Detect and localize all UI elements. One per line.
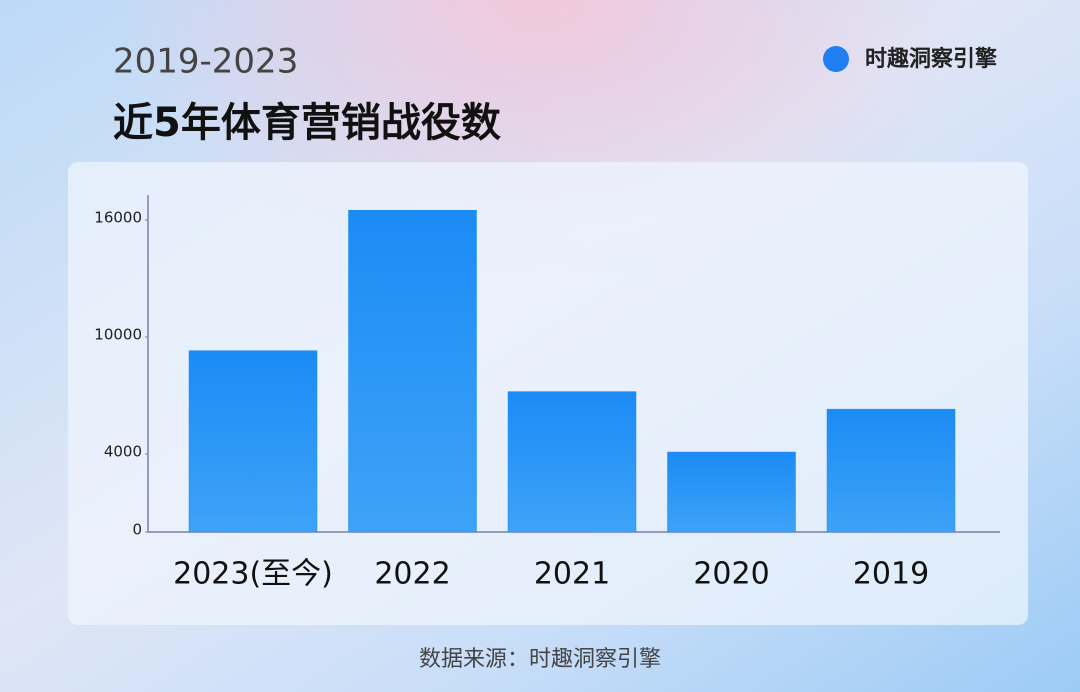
y-tick-label: 10000	[94, 326, 142, 344]
plot: 0 4000 10000 16000 2023(至今) 2022 2021 2020 2019	[94, 209, 956, 592]
x-tick-label: 2019	[853, 557, 929, 592]
x-tick-label: 2021	[534, 557, 610, 592]
x-tick-label: 2023(至今)	[173, 557, 333, 592]
source: 数据来源：时趣洞察引擎	[419, 647, 661, 672]
bar	[826, 408, 956, 533]
y-tick-label: 4000	[104, 443, 142, 461]
chart-title: 近5年体育营销战役数	[113, 100, 501, 146]
bar	[667, 451, 796, 533]
x-tick-label: 2020	[693, 557, 769, 592]
bar	[188, 350, 318, 533]
bar	[507, 391, 637, 533]
y-tick-label: 16000	[94, 209, 142, 227]
bar	[348, 210, 477, 533]
y-tick-label: 0	[132, 521, 142, 539]
logo-icon	[823, 46, 849, 72]
subtitle: 2019-2023	[113, 42, 298, 82]
x-tick-label: 2022	[374, 557, 450, 592]
brand: 时趣洞察引擎	[865, 46, 997, 72]
